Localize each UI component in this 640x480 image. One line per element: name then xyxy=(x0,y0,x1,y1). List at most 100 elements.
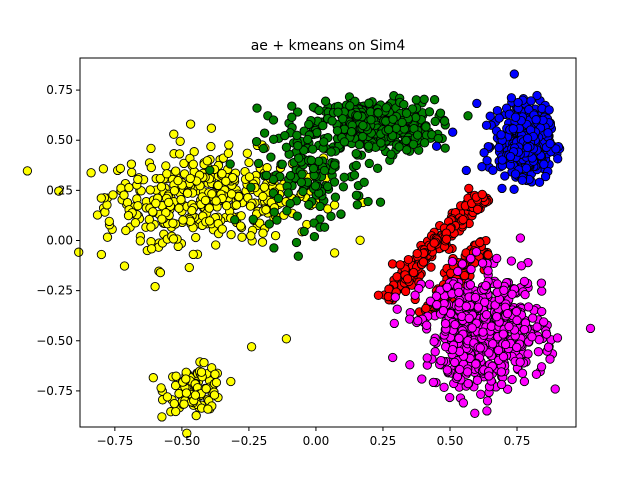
x-tick-label: −0.75 xyxy=(96,434,133,448)
data-point-cluster-4 xyxy=(528,313,538,323)
data-point-cluster-0 xyxy=(175,136,185,146)
data-point-cluster-4 xyxy=(475,343,485,353)
data-point-cluster-2 xyxy=(510,169,521,179)
data-point-cluster-0 xyxy=(258,191,268,202)
data-point-cluster-2 xyxy=(508,124,518,134)
data-point-cluster-0 xyxy=(246,342,257,352)
data-point-cluster-0 xyxy=(217,169,227,179)
data-point-cluster-4 xyxy=(464,313,474,323)
data-point-cluster-1 xyxy=(330,192,341,202)
data-point-cluster-0 xyxy=(236,221,246,231)
data-point-cluster-3 xyxy=(412,248,422,259)
data-point-cluster-1 xyxy=(421,122,431,132)
data-point-cluster-4 xyxy=(473,302,483,312)
data-point-cluster-0 xyxy=(181,388,192,398)
data-point-cluster-3 xyxy=(373,290,384,300)
data-point-cluster-1 xyxy=(359,177,369,187)
data-point-cluster-4 xyxy=(471,359,481,369)
data-point-cluster-1 xyxy=(411,95,421,105)
x-tick-label: −0.50 xyxy=(163,434,200,448)
data-point-cluster-0 xyxy=(145,185,155,195)
data-point-cluster-0 xyxy=(162,169,172,179)
data-point-cluster-4 xyxy=(506,256,517,266)
data-point-cluster-3 xyxy=(408,267,419,278)
data-point-cluster-2 xyxy=(494,113,504,123)
data-point-cluster-4 xyxy=(462,367,473,377)
data-point-cluster-2 xyxy=(492,105,503,116)
data-point-cluster-0 xyxy=(86,168,96,178)
data-point-cluster-0 xyxy=(189,147,199,157)
data-point-cluster-4 xyxy=(496,367,507,377)
data-point-cluster-0 xyxy=(155,267,166,278)
data-point-cluster-0 xyxy=(162,392,173,402)
data-point-cluster-4 xyxy=(440,318,451,329)
data-point-cluster-4 xyxy=(507,374,517,385)
data-point-cluster-3 xyxy=(426,262,436,272)
data-point-cluster-4 xyxy=(450,319,460,330)
data-point-cluster-1 xyxy=(205,165,215,175)
data-point-cluster-4 xyxy=(516,261,527,271)
data-point-cluster-1 xyxy=(352,111,363,121)
data-point-cluster-1 xyxy=(299,226,309,237)
data-point-cluster-0 xyxy=(329,200,340,210)
data-point-cluster-4 xyxy=(466,264,476,275)
data-point-cluster-0 xyxy=(257,237,268,247)
data-point-cluster-0 xyxy=(211,377,222,388)
data-point-cluster-4 xyxy=(512,315,522,325)
data-point-cluster-0 xyxy=(199,357,209,368)
data-point-cluster-2 xyxy=(506,93,517,103)
data-point-cluster-4 xyxy=(520,289,530,300)
data-point-cluster-1 xyxy=(268,134,279,144)
data-point-cluster-3 xyxy=(441,234,452,244)
data-point-cluster-4 xyxy=(476,389,486,399)
data-point-cluster-0 xyxy=(146,244,157,254)
data-point-cluster-0 xyxy=(187,205,197,216)
data-point-cluster-1 xyxy=(364,158,374,169)
data-point-cluster-0 xyxy=(96,193,106,203)
data-point-cluster-0 xyxy=(181,374,191,384)
plot-frame xyxy=(79,57,577,428)
data-point-cluster-4 xyxy=(481,280,491,291)
data-point-cluster-2 xyxy=(522,142,533,153)
data-point-cluster-1 xyxy=(352,200,362,210)
data-point-cluster-0 xyxy=(169,129,179,139)
data-point-cluster-0 xyxy=(185,173,195,184)
data-point-cluster-0 xyxy=(202,156,212,166)
data-point-cluster-2 xyxy=(532,90,542,101)
data-point-cluster-1 xyxy=(429,95,440,105)
data-point-cluster-3 xyxy=(464,183,474,194)
data-point-cluster-1 xyxy=(303,134,313,145)
x-tick-label: −0.25 xyxy=(231,434,268,448)
data-point-cluster-1 xyxy=(323,181,333,192)
data-point-cluster-1 xyxy=(329,177,340,187)
data-point-cluster-4 xyxy=(533,347,544,357)
data-point-cluster-3 xyxy=(395,260,405,270)
data-point-cluster-1 xyxy=(277,159,287,169)
data-point-cluster-4 xyxy=(541,329,552,339)
data-point-cluster-1 xyxy=(419,138,430,148)
data-point-cluster-2 xyxy=(472,98,482,109)
data-point-cluster-1 xyxy=(287,101,297,111)
x-tick-label: 0.00 xyxy=(303,434,330,448)
y-tick-label: 0.00 xyxy=(46,233,73,247)
data-point-cluster-4 xyxy=(463,378,473,389)
data-point-cluster-4 xyxy=(536,362,547,372)
data-point-cluster-4 xyxy=(436,355,446,366)
data-point-cluster-0 xyxy=(237,232,247,242)
x-tick-label: 0.50 xyxy=(437,434,464,448)
data-point-cluster-2 xyxy=(553,154,563,164)
data-point-cluster-1 xyxy=(253,158,264,169)
data-point-cluster-0 xyxy=(130,218,141,228)
data-point-cluster-0 xyxy=(206,123,217,133)
y-tick-label: −0.25 xyxy=(36,284,73,298)
data-point-cluster-4 xyxy=(507,289,517,299)
data-point-cluster-4 xyxy=(429,336,439,347)
data-point-cluster-0 xyxy=(211,240,221,250)
data-point-cluster-1 xyxy=(285,171,296,181)
data-point-cluster-4 xyxy=(493,345,504,356)
data-point-cluster-1 xyxy=(372,163,383,173)
data-point-cluster-0 xyxy=(244,172,255,182)
data-point-cluster-4 xyxy=(498,351,509,362)
data-point-cluster-0 xyxy=(174,149,185,159)
